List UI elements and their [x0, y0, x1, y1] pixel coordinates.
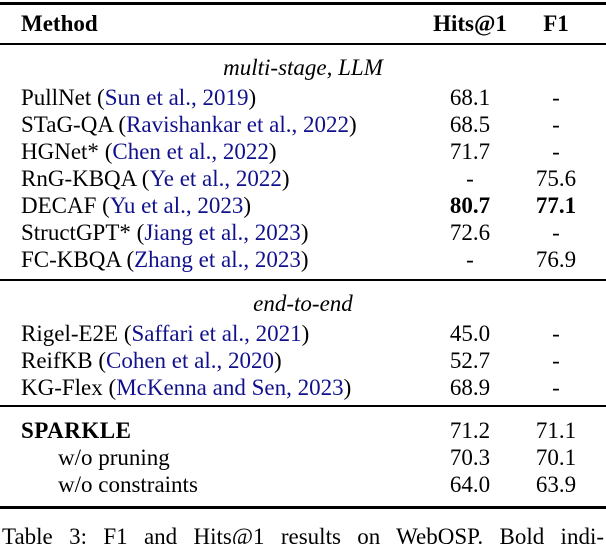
table-row-sparkle: SPARKLE 71.2 71.1 [0, 417, 606, 444]
hits-value: 71.7 [449, 139, 491, 164]
method-name: w/o pruning [58, 445, 170, 470]
method-cell: RnG-KBQA Ye et al., 2022 [0, 165, 424, 192]
header-rule [0, 43, 606, 45]
header-hits-at-1: Hits@1 [433, 11, 507, 36]
hits-value: - [466, 166, 474, 191]
citation: Jiang et al., 2023 [131, 220, 309, 245]
method-name: ReifKB [21, 348, 93, 373]
citation-link[interactable]: Ye et al., 2022 [149, 166, 282, 191]
citation-link[interactable]: Yu et al., 2023 [109, 193, 244, 218]
table-row-kg-flex: KG-Flex McKenna and Sen, 2023 68.9 - [0, 374, 606, 401]
method-name: PullNet [21, 85, 92, 110]
citation-link[interactable]: McKenna and Sen, 2023 [116, 375, 344, 400]
f1-value: 75.6 [535, 166, 577, 191]
table-row-reifkb: ReifKB Cohen et al., 2020 52.7 - [0, 347, 606, 374]
method-cell: KG-Flex McKenna and Sen, 2023 [0, 374, 424, 401]
table-row-wo-constraints: w/o constraints 64.0 63.9 [0, 471, 606, 498]
method-cell-ablation: w/o constraints [0, 471, 424, 498]
citation-link[interactable]: Chen et al., 2022 [112, 139, 269, 164]
citation: McKenna and Sen, 2023 [103, 375, 352, 400]
top-rule [0, 2, 606, 5]
method-name-sparkle: SPARKLE [21, 418, 132, 443]
hits-value: 52.7 [449, 348, 491, 373]
method-name: StructGPT* [21, 220, 131, 245]
citation: Saffari et al., 2021 [118, 321, 309, 346]
f1-value: - [552, 321, 560, 346]
method-cell: StructGPT* Jiang et al., 2023 [0, 219, 424, 246]
citation-link[interactable]: Zhang et al., 2023 [134, 247, 301, 272]
method-cell: PullNet Sun et al., 2019 [0, 84, 424, 111]
hits-value: - [466, 247, 474, 272]
method-name: KG-Flex [21, 375, 103, 400]
method-name: w/o constraints [58, 472, 198, 497]
method-cell: Rigel-E2E Saffari et al., 2021 [0, 320, 424, 347]
method-name: STaG-QA [21, 112, 113, 137]
header-f1: F1 [543, 11, 569, 36]
citation-link[interactable]: Cohen et al., 2020 [105, 348, 274, 373]
f1-value: - [552, 348, 560, 373]
citation: Ravishankar et al., 2022 [113, 112, 357, 137]
f1-value: 63.9 [535, 472, 577, 497]
f1-value: - [552, 375, 560, 400]
citation-link[interactable]: Sun et al., 2019 [104, 85, 249, 110]
table-row-wo-pruning: w/o pruning 70.3 70.1 [0, 444, 606, 471]
method-cell: FC-KBQA Zhang et al., 2023 [0, 246, 424, 273]
citation: Ye et al., 2022 [136, 166, 290, 191]
table-header-row: Method Hits@1 F1 [0, 5, 606, 43]
citation-link[interactable]: Saffari et al., 2021 [131, 321, 302, 346]
method-cell: ReifKB Cohen et al., 2020 [0, 347, 424, 374]
f1-value: 71.1 [535, 418, 577, 443]
mid-rule-1 [0, 279, 606, 281]
f1-value: 76.9 [535, 247, 577, 272]
method-cell: DECAF Yu et al., 2023 [0, 192, 424, 219]
citation: Yu et al., 2023 [96, 193, 251, 218]
f1-value: 70.1 [535, 445, 577, 470]
hits-value-best: 80.7 [449, 193, 491, 218]
method-cell: STaG-QA Ravishankar et al., 2022 [0, 111, 424, 138]
table-caption: Table 3: F1 and Hits@1 results on WebQSP… [2, 524, 604, 544]
hits-value: 72.6 [449, 220, 491, 245]
citation: Cohen et al., 2020 [93, 348, 282, 373]
citation: Chen et al., 2022 [99, 139, 277, 164]
hits-value: 68.9 [449, 375, 491, 400]
mid-rule-2 [0, 405, 606, 407]
header-method: Method [21, 11, 98, 36]
method-name: HGNet* [21, 139, 99, 164]
citation-link[interactable]: Jiang et al., 2023 [144, 220, 301, 245]
f1-value: - [552, 85, 560, 110]
table-row-stag-qa: STaG-QA Ravishankar et al., 2022 68.5 - [0, 111, 606, 138]
f1-value-best: 77.1 [535, 193, 577, 218]
method-name: DECAF [21, 193, 97, 218]
section-label-end-to-end: end-to-end [253, 291, 353, 316]
f1-value: - [552, 220, 560, 245]
hits-value: 64.0 [449, 472, 491, 497]
bottom-rule [0, 506, 606, 509]
citation-link[interactable]: Ravishankar et al., 2022 [126, 112, 350, 137]
f1-value: - [552, 112, 560, 137]
hits-value: 68.5 [449, 112, 491, 137]
table-row-hgnet: HGNet* Chen et al., 2022 71.7 - [0, 138, 606, 165]
hits-value: 45.0 [449, 321, 491, 346]
method-cell: HGNet* Chen et al., 2022 [0, 138, 424, 165]
hits-value: 70.3 [449, 445, 491, 470]
citation: Sun et al., 2019 [91, 85, 256, 110]
table-row-decaf: DECAF Yu et al., 2023 80.7 77.1 [0, 192, 606, 219]
method-name: FC-KBQA [21, 247, 121, 272]
table-row-rigel-e2e: Rigel-E2E Saffari et al., 2021 45.0 - [0, 320, 606, 347]
table-row-fc-kbqa: FC-KBQA Zhang et al., 2023 - 76.9 [0, 246, 606, 273]
table-row-structgpt: StructGPT* Jiang et al., 2023 72.6 - [0, 219, 606, 246]
section-label-multi-stage-llm: multi-stage, LLM [223, 55, 383, 80]
citation: Zhang et al., 2023 [121, 247, 309, 272]
f1-value: - [552, 139, 560, 164]
method-name: Rigel-E2E [21, 321, 119, 346]
table-row-pullnet: PullNet Sun et al., 2019 68.1 - [0, 84, 606, 111]
hits-value: 68.1 [449, 85, 491, 110]
method-cell: SPARKLE [0, 417, 424, 444]
table-row-rng-kbqa: RnG-KBQA Ye et al., 2022 - 75.6 [0, 165, 606, 192]
hits-value: 71.2 [449, 418, 491, 443]
method-cell-ablation: w/o pruning [0, 444, 424, 471]
method-name: RnG-KBQA [21, 166, 137, 191]
